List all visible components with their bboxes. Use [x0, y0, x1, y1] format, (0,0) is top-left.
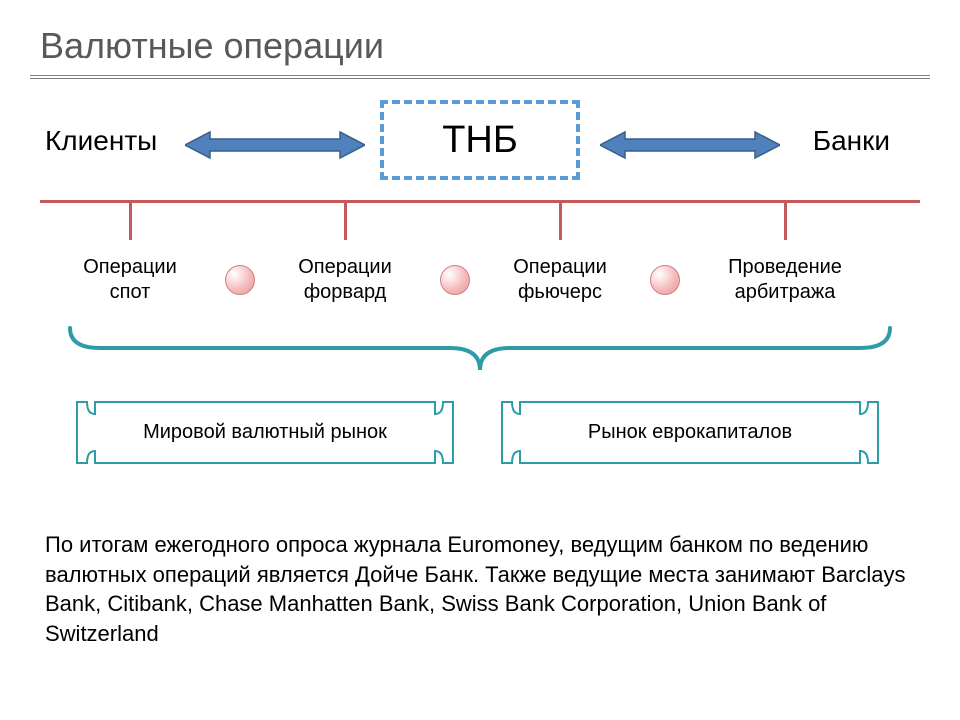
- op-label-1: Операции спот: [40, 255, 220, 305]
- double-arrow-left-icon: [185, 130, 365, 160]
- banks-label: Банки: [813, 125, 890, 157]
- tick-4: [784, 200, 787, 240]
- market-box-2: Рынок еврокапиталов: [500, 400, 880, 465]
- market-2-label: Рынок еврокапиталов: [588, 421, 792, 444]
- op-label-2: Операции форвард: [255, 255, 435, 305]
- op-2-line2: форвард: [304, 281, 387, 303]
- tnb-box: ТНБ: [380, 100, 580, 180]
- op-label-4: Проведение арбитража: [695, 255, 875, 305]
- op-1-line1: Операции: [83, 256, 177, 278]
- footer-paragraph: По итогам ежегодного опроса журнала Euro…: [45, 530, 915, 649]
- red-horizontal-line: [40, 200, 920, 203]
- tick-2: [344, 200, 347, 240]
- market-1-label: Мировой валютный рынок: [143, 421, 387, 444]
- clients-label: Клиенты: [45, 125, 157, 157]
- tnb-label: ТНБ: [442, 119, 518, 162]
- title-underline: [30, 75, 930, 79]
- op-2-line1: Операции: [298, 256, 392, 278]
- op-4-line1: Проведение: [728, 256, 842, 278]
- double-arrow-right-icon: [600, 130, 780, 160]
- op-1-line2: спот: [110, 281, 151, 303]
- separator-dot-1: [225, 265, 255, 295]
- page-title: Валютные операции: [40, 25, 384, 67]
- top-row: Клиенты ТНБ Банки: [0, 100, 960, 190]
- separator-dot-2: [440, 265, 470, 295]
- op-3-line1: Операции: [513, 256, 607, 278]
- op-label-3: Операции фьючерс: [470, 255, 650, 305]
- tick-1: [129, 200, 132, 240]
- op-3-line2: фьючерс: [518, 281, 602, 303]
- separator-dot-3: [650, 265, 680, 295]
- curly-brace-icon: [60, 320, 900, 380]
- market-box-1: Мировой валютный рынок: [75, 400, 455, 465]
- tick-3: [559, 200, 562, 240]
- op-4-line2: арбитража: [735, 281, 836, 303]
